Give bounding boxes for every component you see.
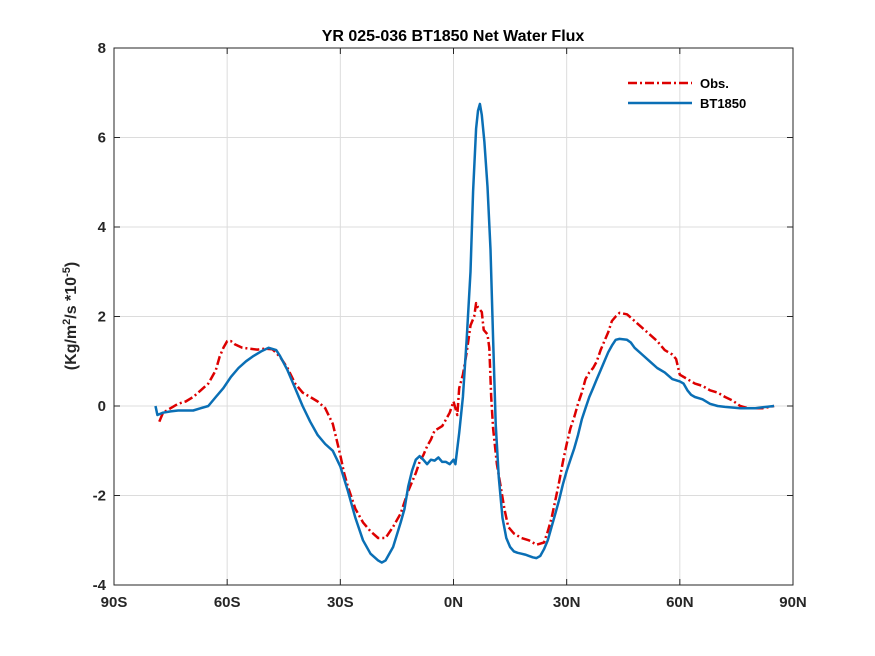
axis-ticks	[113, 47, 794, 586]
x-tick-labels: 90S 60S 30S 0N 30N 60N 90N	[101, 594, 807, 611]
legend-label-bt1850: BT1850	[700, 96, 746, 111]
y-tick-labels: -4 -2 0 2 4 6 8	[93, 40, 107, 594]
series-line-bt1850	[154, 102, 775, 564]
x-tick-label: 90N	[779, 594, 807, 611]
y-tick-label: 6	[98, 130, 106, 147]
y-tick-label: 2	[98, 309, 106, 326]
legend: Obs. BT1850	[628, 76, 746, 111]
x-tick-label: 0N	[444, 594, 463, 611]
x-tick-label: 60S	[214, 594, 241, 611]
legend-label-obs: Obs.	[700, 76, 729, 91]
y-tick-label: -2	[93, 488, 106, 505]
x-tick-label: 30N	[553, 594, 581, 611]
x-tick-label: 30S	[327, 594, 354, 611]
x-tick-label: 90S	[101, 594, 128, 611]
series-lines	[154, 102, 775, 564]
y-tick-label: 0	[98, 398, 106, 415]
x-tick-label: 60N	[666, 594, 694, 611]
y-tick-label: 4	[98, 219, 107, 236]
y-tick-label: 8	[98, 40, 106, 57]
y-tick-label: -4	[93, 577, 107, 594]
y-axis-label: (Kg/m2/s *10-5)	[61, 262, 80, 370]
grid	[113, 47, 794, 586]
chart-title: YR 025-036 BT1850 Net Water Flux	[322, 28, 585, 45]
